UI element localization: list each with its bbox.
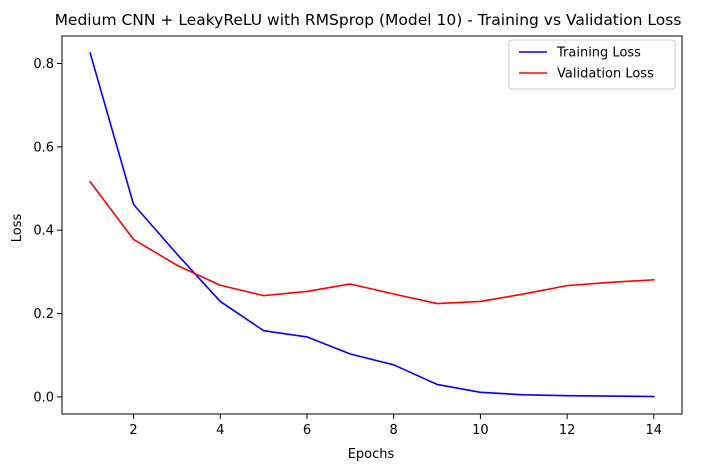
x-tick-label: 14	[646, 423, 663, 438]
y-tick-label: 0.2	[33, 307, 54, 322]
x-tick-label: 2	[129, 423, 137, 438]
series-line-training-loss	[89, 52, 655, 398]
y-tick-label: 0.0	[33, 390, 54, 405]
x-tick-label: 6	[303, 423, 311, 438]
legend-entry-label: Training Loss	[556, 46, 641, 61]
plot-area	[89, 52, 655, 398]
legend: Training Loss Validation Loss	[508, 39, 676, 90]
plot-frame	[61, 35, 683, 415]
x-axis: 2 4 6 8 10 12 14	[129, 414, 662, 438]
chart-title: Medium CNN + LeakyReLU with RMSprop (Mod…	[55, 11, 682, 29]
legend-entry-label: Validation Loss	[557, 67, 654, 82]
x-tick-label: 4	[216, 423, 224, 438]
y-axis: 0.0 0.2 0.4 0.6 0.8	[33, 57, 62, 405]
y-tick-label: 0.8	[33, 57, 54, 72]
y-axis-label: Loss	[10, 214, 25, 243]
x-tick-label: 8	[390, 423, 398, 438]
legend-frame	[508, 39, 676, 90]
y-tick-label: 0.6	[33, 140, 54, 155]
x-tick-label: 12	[559, 423, 576, 438]
x-axis-label: Epochs	[348, 447, 395, 462]
series-line-validation-loss	[89, 180, 655, 305]
x-tick-label: 10	[472, 423, 489, 438]
y-tick-label: 0.4	[33, 224, 54, 239]
